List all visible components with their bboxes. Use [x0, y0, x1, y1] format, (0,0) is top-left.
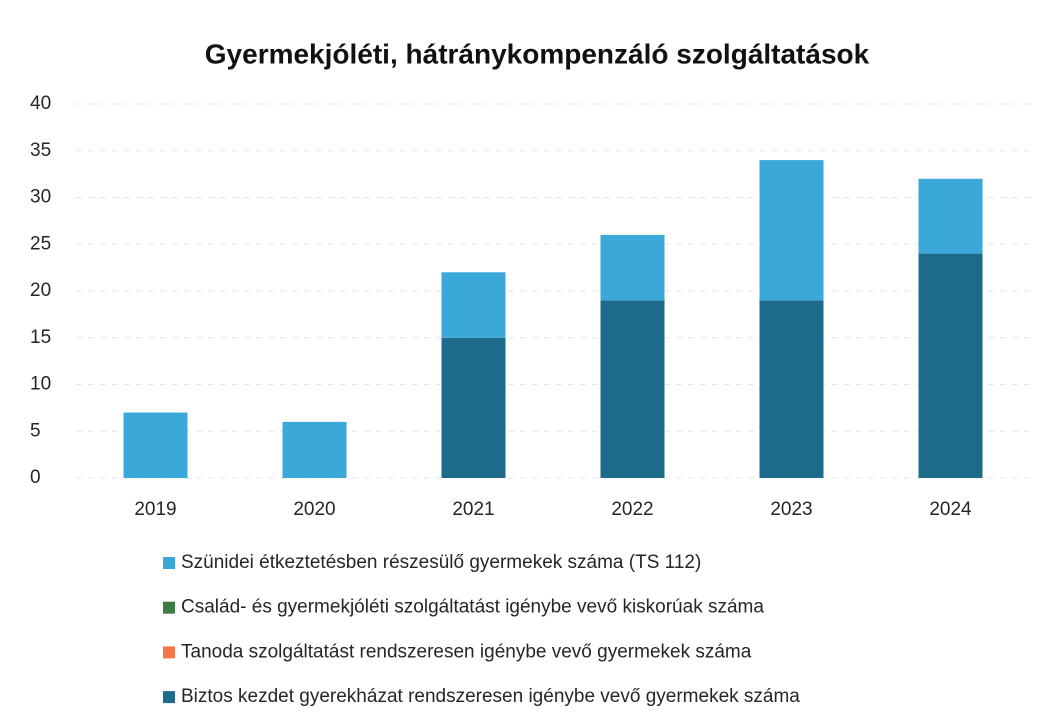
x-tick-label: 2020	[293, 499, 335, 520]
bar-segment	[123, 412, 188, 478]
bar-segment	[282, 421, 347, 478]
y-tick-label: 30	[30, 187, 51, 208]
bar-segment	[759, 300, 824, 478]
x-tick-label: 2022	[611, 499, 653, 520]
legend-label: Szünidei étkeztetésben részesülő gyermek…	[181, 552, 701, 573]
legend-swatch	[163, 557, 175, 569]
y-tick-label: 15	[30, 327, 51, 348]
bar-segment	[600, 234, 665, 301]
bar-segment	[918, 178, 983, 254]
x-tick-label: 2021	[452, 499, 494, 520]
x-tick-label: 2024	[929, 499, 972, 520]
bar-segment	[441, 272, 506, 338]
y-tick-label: 40	[30, 93, 51, 114]
y-tick-label: 20	[30, 280, 51, 301]
bar-segment	[441, 337, 506, 478]
legend-swatch	[163, 691, 175, 704]
bar-segment	[600, 300, 665, 478]
y-tick-label: 10	[30, 374, 51, 395]
x-tick-label: 2023	[770, 499, 812, 520]
chart-title: Gyermekjóléti, hátránykompenzáló szolgál…	[205, 38, 870, 69]
legend-label: Család- és gyermekjóléti szolgáltatást i…	[181, 597, 764, 618]
legend-label: Tanoda szolgáltatást rendszeresen igényb…	[181, 641, 752, 662]
y-tick-label: 0	[30, 467, 41, 488]
legend-label: Biztos kezdet gyerekházat rendszeresen i…	[181, 686, 800, 707]
bar-segment	[918, 253, 983, 478]
legend-swatch	[163, 601, 175, 614]
y-tick-label: 35	[30, 140, 51, 161]
bar-segment	[759, 160, 824, 301]
legend-swatch	[163, 646, 175, 659]
x-tick-label: 2019	[134, 499, 176, 520]
y-tick-label: 25	[30, 233, 51, 254]
y-tick-label: 5	[30, 420, 41, 441]
